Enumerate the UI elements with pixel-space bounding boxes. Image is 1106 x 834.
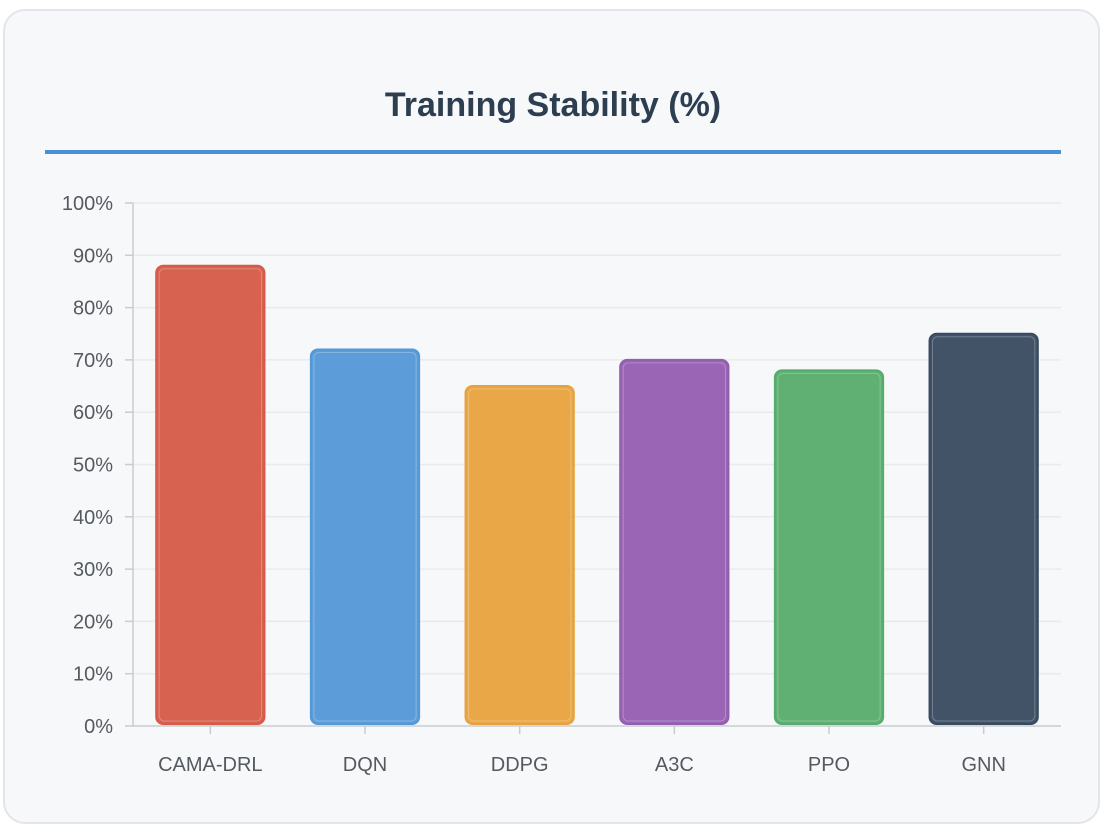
y-tick-label: 50%	[73, 455, 113, 477]
bar-ppo	[773, 369, 885, 725]
x-axis: CAMA-DRL DQN DDPG A3C PPO GNN	[133, 725, 1061, 776]
x-tick-label: CAMA-DRL	[158, 754, 262, 776]
chart-title: Training Stability (%)	[384, 86, 722, 124]
bar-ddpg	[464, 385, 575, 725]
x-tick-label: DQN	[343, 754, 387, 776]
bar-gnn	[928, 332, 1039, 725]
y-tick-label: 60%	[73, 402, 113, 424]
x-tick-label: PPO	[808, 754, 850, 776]
y-tick-label: 0%	[84, 716, 113, 738]
bar-dqn	[309, 348, 421, 725]
x-tick-label: A3C	[655, 754, 694, 776]
grid-lines	[133, 202, 1061, 675]
bar-highlight	[777, 372, 881, 722]
y-tick-label: 30%	[73, 559, 113, 581]
y-tick-label: 40%	[73, 507, 113, 529]
bar-a3c	[619, 358, 730, 725]
y-tick-label: 70%	[73, 350, 113, 372]
bar-highlight	[622, 362, 726, 722]
x-tick-label: DDPG	[491, 754, 549, 776]
bar-highlight	[158, 268, 262, 722]
x-tick-label: GNN	[961, 754, 1005, 776]
bar-highlight	[313, 351, 417, 722]
bar-cama-drl	[155, 264, 266, 725]
bar-highlight	[468, 388, 572, 722]
y-tick-label: 90%	[73, 245, 113, 267]
bar-highlight	[932, 336, 1036, 722]
bars	[155, 264, 1039, 725]
y-axis: 0% 10% 20% 30% 40% 50% 60% 70% 80% 90% 100%	[62, 193, 134, 738]
y-tick-label: 80%	[73, 298, 113, 320]
y-tick-label: 10%	[73, 664, 113, 686]
title-underline	[45, 150, 1061, 154]
y-tick-label: 100%	[62, 193, 113, 215]
y-tick-label: 20%	[73, 611, 113, 633]
